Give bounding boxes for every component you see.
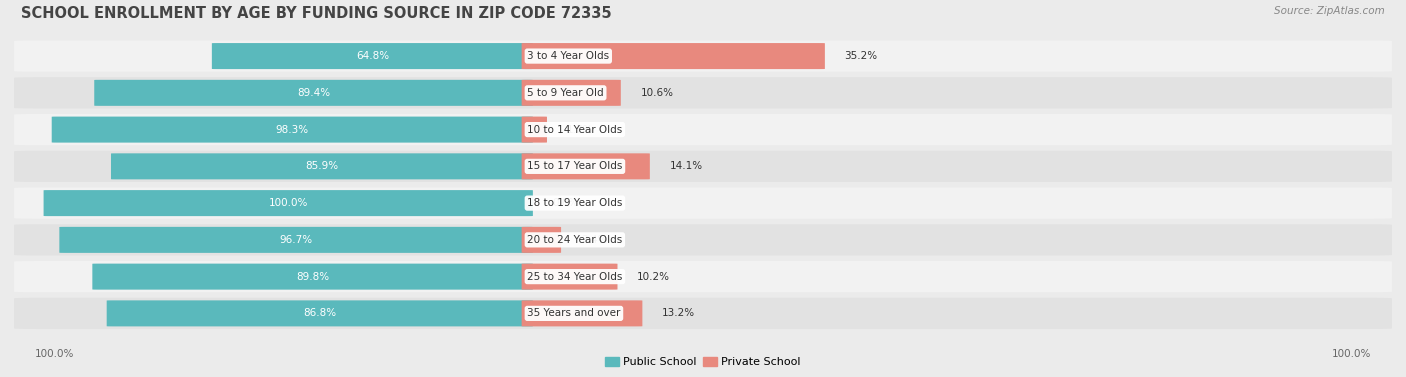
Text: 14.1%: 14.1% bbox=[669, 161, 703, 172]
FancyBboxPatch shape bbox=[52, 116, 533, 143]
Text: 3.4%: 3.4% bbox=[581, 235, 607, 245]
FancyBboxPatch shape bbox=[59, 227, 533, 253]
Text: 86.8%: 86.8% bbox=[304, 308, 336, 319]
FancyBboxPatch shape bbox=[94, 80, 533, 106]
FancyBboxPatch shape bbox=[14, 261, 1392, 292]
FancyBboxPatch shape bbox=[522, 264, 617, 290]
FancyBboxPatch shape bbox=[14, 187, 1392, 219]
Text: 100.0%: 100.0% bbox=[35, 349, 75, 359]
Text: 20 to 24 Year Olds: 20 to 24 Year Olds bbox=[527, 235, 623, 245]
Text: 64.8%: 64.8% bbox=[356, 51, 389, 61]
FancyBboxPatch shape bbox=[44, 190, 533, 216]
FancyBboxPatch shape bbox=[111, 153, 533, 179]
Text: 10 to 14 Year Olds: 10 to 14 Year Olds bbox=[527, 124, 623, 135]
FancyBboxPatch shape bbox=[522, 300, 643, 326]
Text: 85.9%: 85.9% bbox=[305, 161, 339, 172]
Text: 100.0%: 100.0% bbox=[1331, 349, 1371, 359]
Text: 0.0%: 0.0% bbox=[553, 198, 579, 208]
FancyBboxPatch shape bbox=[522, 116, 547, 143]
FancyBboxPatch shape bbox=[522, 43, 825, 69]
FancyBboxPatch shape bbox=[14, 40, 1392, 72]
FancyBboxPatch shape bbox=[14, 114, 1392, 145]
Text: 96.7%: 96.7% bbox=[280, 235, 312, 245]
FancyBboxPatch shape bbox=[522, 80, 621, 106]
FancyBboxPatch shape bbox=[212, 43, 533, 69]
Text: 13.2%: 13.2% bbox=[662, 308, 695, 319]
Text: 98.3%: 98.3% bbox=[276, 124, 309, 135]
Text: 15 to 17 Year Olds: 15 to 17 Year Olds bbox=[527, 161, 623, 172]
Text: Source: ZipAtlas.com: Source: ZipAtlas.com bbox=[1274, 6, 1385, 16]
Text: 10.2%: 10.2% bbox=[637, 271, 671, 282]
Text: 18 to 19 Year Olds: 18 to 19 Year Olds bbox=[527, 198, 623, 208]
FancyBboxPatch shape bbox=[107, 300, 533, 326]
Legend: Public School, Private School: Public School, Private School bbox=[600, 352, 806, 371]
Text: 35 Years and over: 35 Years and over bbox=[527, 308, 620, 319]
Text: SCHOOL ENROLLMENT BY AGE BY FUNDING SOURCE IN ZIP CODE 72335: SCHOOL ENROLLMENT BY AGE BY FUNDING SOUR… bbox=[21, 6, 612, 21]
Text: 10.6%: 10.6% bbox=[641, 88, 673, 98]
Text: 25 to 34 Year Olds: 25 to 34 Year Olds bbox=[527, 271, 623, 282]
Text: 89.4%: 89.4% bbox=[297, 88, 330, 98]
Text: 89.8%: 89.8% bbox=[297, 271, 329, 282]
Text: 35.2%: 35.2% bbox=[845, 51, 877, 61]
FancyBboxPatch shape bbox=[14, 151, 1392, 182]
Text: 3 to 4 Year Olds: 3 to 4 Year Olds bbox=[527, 51, 609, 61]
Text: 100.0%: 100.0% bbox=[269, 198, 308, 208]
FancyBboxPatch shape bbox=[14, 77, 1392, 109]
FancyBboxPatch shape bbox=[522, 227, 561, 253]
FancyBboxPatch shape bbox=[522, 153, 650, 179]
FancyBboxPatch shape bbox=[14, 224, 1392, 256]
FancyBboxPatch shape bbox=[93, 264, 533, 290]
Text: 1.7%: 1.7% bbox=[567, 124, 593, 135]
FancyBboxPatch shape bbox=[14, 298, 1392, 329]
Text: 5 to 9 Year Old: 5 to 9 Year Old bbox=[527, 88, 603, 98]
